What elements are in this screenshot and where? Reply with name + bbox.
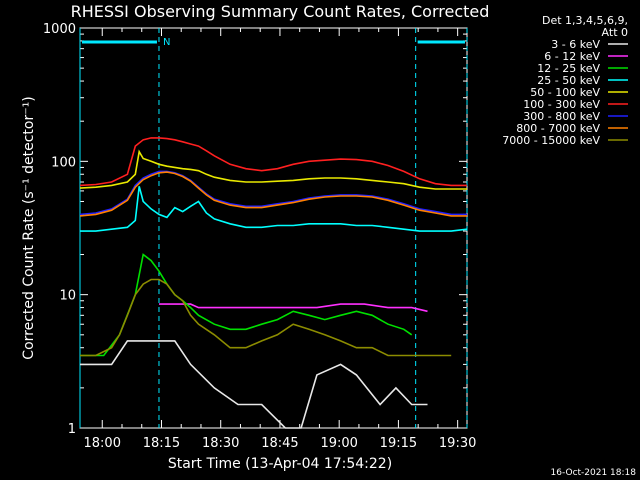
flag-label: N: [163, 37, 170, 48]
x-axis: 18:00 18:15 18:30 18:45 19:00 19:15 19:30: [84, 28, 476, 451]
legend-entry: 12 - 25 keV: [537, 62, 600, 75]
y-tick-label: 1000: [43, 22, 76, 37]
legend-header: Det 1,3,4,5,6,9,: [542, 14, 628, 27]
y-tick-label: 10: [59, 289, 76, 304]
series-line-800-7000keV: [79, 171, 467, 217]
y-axis: 1 10 100 1000: [43, 22, 467, 437]
series-line-7000-15000keV: [80, 278, 452, 357]
series-line-300-800keV: [79, 170, 467, 216]
series-line-50-100keV: [79, 149, 467, 190]
x-tick-label: 19:15: [380, 436, 417, 451]
series-line-25-50keV: [80, 186, 468, 232]
legend-entry: 6 - 12 keV: [544, 50, 600, 63]
x-tick-label: 18:15: [143, 436, 180, 451]
series-line-12-25keV: [80, 253, 413, 357]
series-lines: [79, 137, 468, 429]
chart-title: RHESSI Observing Summary Count Rates, Co…: [71, 2, 490, 21]
x-tick-label: 18:00: [84, 436, 121, 451]
series-line-100-300keV: [79, 137, 467, 187]
x-axis-title: Start Time (13-Apr-04 17:54:22): [168, 456, 392, 472]
legend-entry: 50 - 100 keV: [530, 86, 600, 99]
y-tick-label: 1: [68, 422, 76, 437]
legend-entry: 100 - 300 keV: [523, 98, 600, 111]
series-line-6-12keV: [159, 303, 428, 313]
legend-header: Att 0: [602, 26, 628, 39]
x-tick-label: 18:30: [202, 436, 239, 451]
footer-timestamp: 16-Oct-2021 18:18: [551, 468, 637, 478]
observing-flags: N: [79, 28, 468, 428]
legend-entry: 300 - 800 keV: [523, 110, 600, 123]
x-tick-label: 19:00: [320, 436, 357, 451]
y-axis-title: Corrected Count Rate (s⁻¹ detector⁻¹): [21, 96, 37, 359]
x-tick-label: 18:45: [261, 436, 298, 451]
y-tick-label: 100: [51, 155, 76, 170]
legend-entry: 25 - 50 keV: [537, 74, 600, 87]
series-line-3-6keV: [80, 340, 428, 429]
x-tick-label: 19:30: [439, 436, 476, 451]
legend-entry: 7000 - 15000 keV: [502, 134, 600, 147]
legend-entry: 3 - 6 keV: [551, 38, 600, 51]
legend-entry: 800 - 7000 keV: [516, 122, 600, 135]
